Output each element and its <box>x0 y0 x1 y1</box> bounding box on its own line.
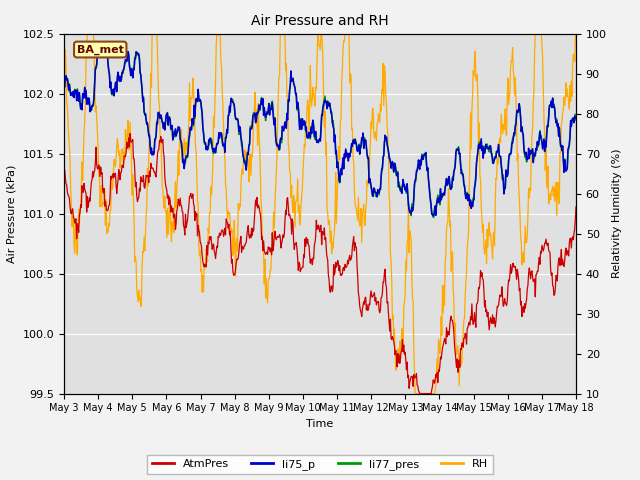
Title: Air Pressure and RH: Air Pressure and RH <box>251 14 389 28</box>
X-axis label: Time: Time <box>307 419 333 429</box>
Legend: AtmPres, li75_p, li77_pres, RH: AtmPres, li75_p, li77_pres, RH <box>147 455 493 474</box>
Text: BA_met: BA_met <box>77 44 124 55</box>
Y-axis label: Relativity Humidity (%): Relativity Humidity (%) <box>612 149 622 278</box>
Y-axis label: Air Pressure (kPa): Air Pressure (kPa) <box>7 165 17 263</box>
